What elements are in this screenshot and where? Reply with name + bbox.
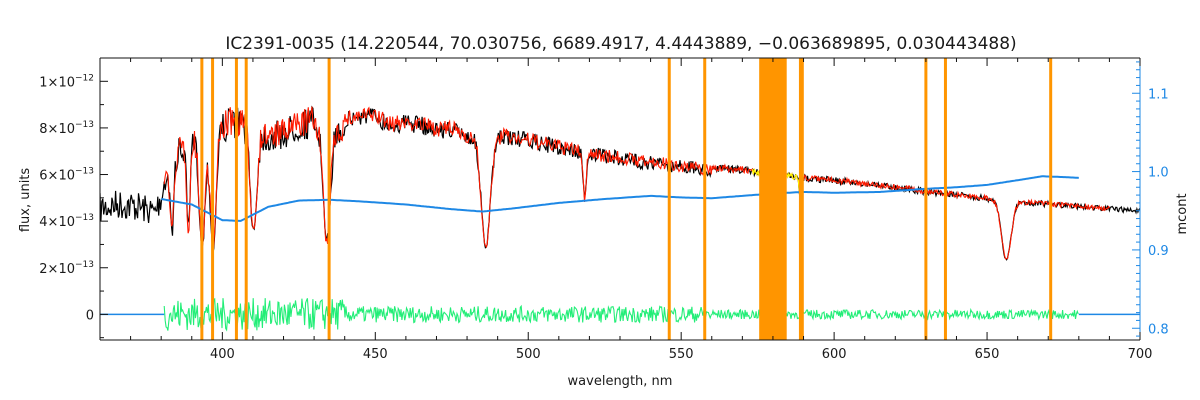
y-tick-mantissa: 6×10 [39, 169, 75, 184]
x-tick-label: 400 [210, 347, 235, 362]
y-axis-label: flux, units [18, 168, 33, 233]
y2-tick-label: 0.9 [1148, 244, 1169, 259]
y-tick-mantissa: 4×10 [39, 215, 75, 230]
masked-line-marker [798, 58, 802, 340]
x-tick-label: 650 [975, 347, 1000, 362]
y-tick-label: 4×10−13 [39, 213, 94, 230]
x-tick-label: 500 [516, 347, 541, 362]
y-tick-mantissa: 2×10 [39, 262, 75, 277]
y2-tick-label: 1.0 [1148, 166, 1169, 181]
masked-line-marker [667, 58, 671, 340]
y-tick-exponent: −13 [75, 213, 94, 223]
x-tick-label: 450 [363, 347, 388, 362]
x-axis-label: wavelength, nm [568, 374, 673, 389]
axes: 400 450 500 550 600 650 70002×10−134×10−136×10… [39, 57, 1169, 362]
masked-line-marker [244, 58, 248, 340]
x-tick-label: 550 [669, 347, 694, 362]
y-tick-label: 8×10−13 [39, 120, 94, 137]
chart-title: IC2391-0035 (14.220544, 70.030756, 6689.… [225, 34, 1016, 54]
y-tick-exponent: −13 [75, 167, 94, 177]
y-tick-exponent: −12 [75, 73, 94, 83]
x-tick-label: 700 [1128, 347, 1153, 362]
model-spectrum-line [163, 106, 1110, 260]
observed-spectrum-line [100, 105, 1140, 261]
y-tick-mantissa: 8×10 [39, 122, 75, 137]
masked-line-marker [1049, 58, 1053, 340]
masked-line-marker [924, 58, 928, 340]
masked-line-marker [943, 58, 947, 340]
y-tick-exponent: −13 [75, 120, 94, 130]
clipped-series [100, 58, 1140, 340]
y-tick-label: 1×10−12 [39, 73, 94, 90]
y-tick-mantissa: 1×10 [39, 75, 75, 90]
masked-line-marker [800, 58, 804, 340]
masked-line-marker [327, 58, 331, 340]
x-tick-label: 600 [822, 347, 847, 362]
y-tick-label: 2×10−13 [39, 260, 94, 277]
y-tick-exponent: −13 [75, 260, 94, 270]
masked-line-marker [200, 58, 204, 340]
masked-line-marker [211, 58, 215, 340]
plot-area [100, 58, 1140, 340]
masked-band [759, 58, 787, 340]
masked-line-marker [234, 58, 238, 340]
masked-line-marker [703, 58, 707, 340]
y2-tick-label: 0.8 [1148, 322, 1169, 337]
y2-axis-label: mcont [1175, 193, 1190, 234]
y-tick-mantissa: 0 [86, 308, 94, 323]
y2-tick-label: 1.1 [1148, 87, 1169, 102]
y-tick-label: 6×10−13 [39, 167, 94, 184]
y-tick-label: 0 [86, 308, 94, 323]
residual-line [163, 297, 1079, 332]
continuum-line [161, 175, 1079, 222]
